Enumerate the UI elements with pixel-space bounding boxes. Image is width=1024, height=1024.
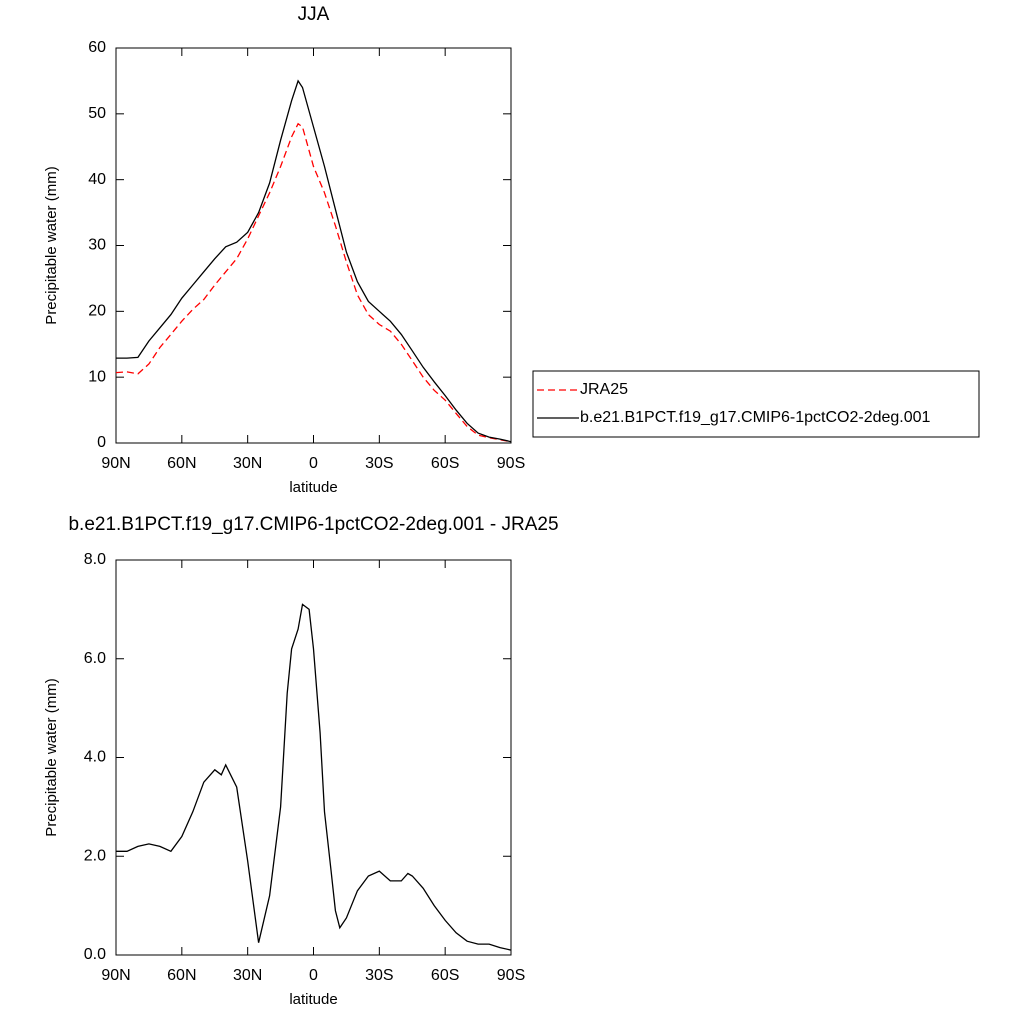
x-tick-label: 30N [233, 455, 262, 472]
x-tick-label: 90S [497, 967, 525, 984]
legend-box [532, 370, 980, 438]
y-tick-label: 8.0 [84, 551, 106, 568]
x-tick-label: 60S [431, 967, 459, 984]
y-tick-label: 50 [88, 105, 106, 122]
legend-label: JRA25 [580, 381, 628, 398]
x-tick-label: 60N [167, 967, 196, 984]
x-axis-title: latitude [289, 479, 337, 496]
x-tick-label: 30N [233, 967, 262, 984]
y-axis-title: Precipitable water (mm) [43, 166, 60, 324]
y-tick-label: 20 [88, 303, 106, 320]
data-line [115, 122, 512, 443]
x-tick-label: 60S [431, 455, 459, 472]
y-tick-label: 2.0 [84, 847, 106, 864]
x-tick-label: 90N [101, 967, 130, 984]
x-tick-label: 0 [309, 455, 318, 472]
x-tick-label: 90N [101, 455, 130, 472]
legend-label: b.e21.B1PCT.f19_g17.CMIP6-1pctCO2-2deg.0… [580, 409, 931, 426]
x-axis-title: latitude [289, 991, 337, 1008]
y-tick-label: 6.0 [84, 650, 106, 667]
x-tick-label: 60N [167, 455, 196, 472]
chart-title: JJA [298, 4, 330, 25]
data-line [116, 79, 512, 443]
y-tick-label: 4.0 [84, 749, 106, 766]
plot-frame [115, 559, 512, 956]
x-tick-label: 90S [497, 455, 525, 472]
x-tick-label: 0 [309, 967, 318, 984]
y-tick-label: 0 [97, 434, 106, 451]
y-tick-label: 10 [88, 368, 106, 385]
y-tick-label: 30 [88, 237, 106, 254]
y-axis-title: Precipitable water (mm) [43, 678, 60, 836]
chart-title: b.e21.B1PCT.f19_g17.CMIP6-1pctCO2-2deg.0… [68, 514, 558, 535]
data-line [116, 603, 512, 951]
x-tick-label: 30S [365, 455, 393, 472]
y-tick-label: 60 [88, 39, 106, 56]
y-tick-label: 0.0 [84, 946, 106, 963]
x-tick-label: 30S [365, 967, 393, 984]
plot-frame [115, 47, 512, 444]
y-tick-label: 40 [88, 171, 106, 188]
